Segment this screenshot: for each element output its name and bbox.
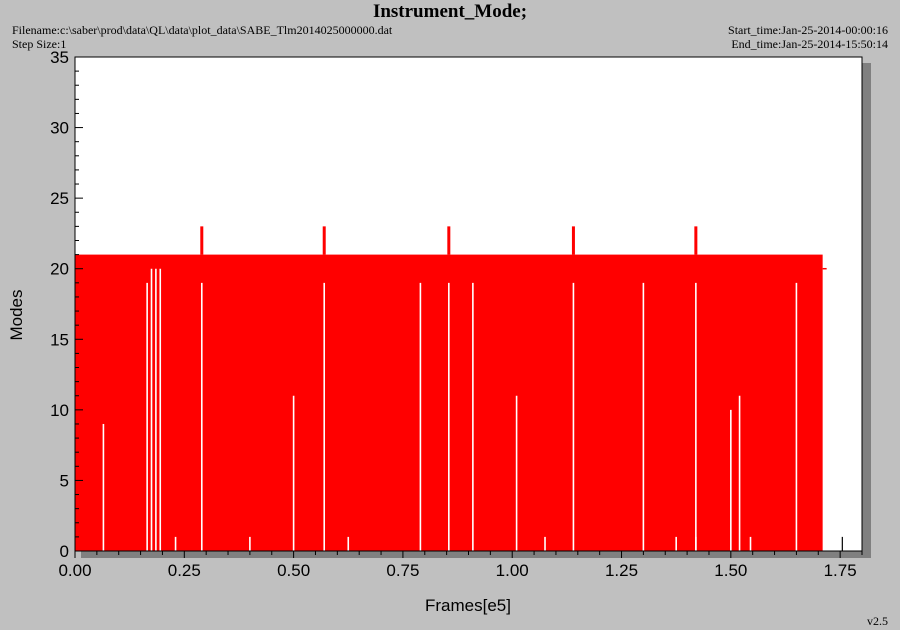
x-tick-label-0: 0.00: [58, 561, 91, 580]
y-tick-label-5: 25: [50, 189, 69, 208]
series-spike-2: [447, 226, 451, 255]
x-tick-label-6: 1.50: [714, 561, 747, 580]
series-spike-3: [571, 226, 575, 255]
end-time-label: End_time:Jan-25-2014-15:50:14: [731, 37, 888, 51]
series-spike-0: [200, 226, 204, 255]
x-tick-label-1: 0.25: [168, 561, 201, 580]
step-size-label: Step Size:1: [12, 37, 67, 51]
chart-title: Instrument_Mode;: [372, 1, 528, 22]
y-tick-label-6: 30: [50, 119, 69, 138]
y-axis-label: Modes: [7, 289, 26, 340]
series-spike-1: [322, 226, 326, 255]
axis-layer: 0 5 10 15 20 25 30 35 0.00 0.25 0.50 0.75 1.00 1.25 1.…: [50, 48, 863, 580]
x-tick-label-7: 1.75: [824, 561, 857, 580]
y-tick-label-2: 10: [50, 401, 69, 420]
y-tick-label-4: 20: [50, 260, 69, 279]
x-tick-label-4: 1.00: [496, 561, 529, 580]
filename-label: Filename:c:\saber\prod\data\QL\data\plot…: [12, 23, 393, 37]
y-tick-label-1: 5: [60, 471, 69, 490]
version-label: v2.5: [867, 614, 888, 628]
file-info: Filename:c:\saber\prod\data\QL\data\plot…: [12, 23, 392, 51]
start-time-label: Start_time:Jan-25-2014-00:00:16: [728, 23, 888, 37]
x-tick-label-2: 0.50: [277, 561, 310, 580]
series-layer: [75, 226, 843, 551]
time-info: Start_time:Jan-25-2014-00:00:16 End_time…: [728, 23, 888, 51]
y-tick-label-7: 35: [50, 48, 69, 67]
x-tick-label-5: 1.25: [605, 561, 638, 580]
x-axis-label: Frames[e5]: [425, 596, 511, 615]
series-spike-4: [694, 226, 698, 255]
y-tick-label-3: 15: [50, 330, 69, 349]
y-tick-label-0: 0: [60, 542, 69, 561]
x-tick-label-3: 0.75: [386, 561, 419, 580]
